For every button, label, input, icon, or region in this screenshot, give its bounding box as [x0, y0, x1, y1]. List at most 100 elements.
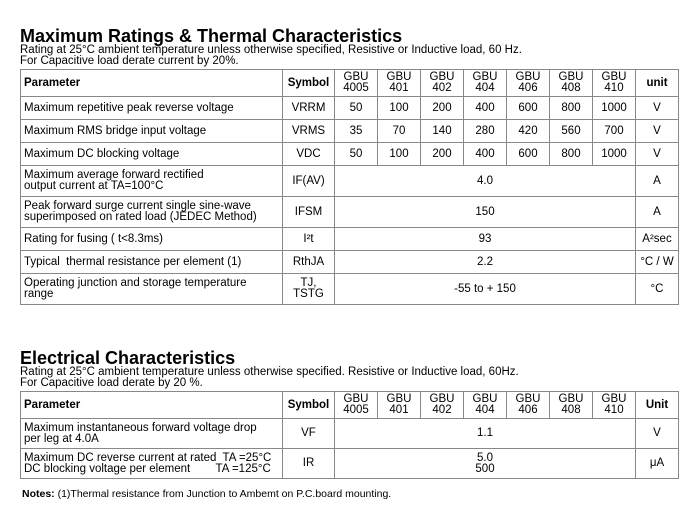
text-line: 402 [432, 404, 452, 416]
spec-table: Parameter Symbol GBU 4005 GBU 401 GBU 402 GBU 404… [20, 391, 679, 479]
value-cell: 5.0 500 [334, 448, 636, 479]
value-cell: 700 [592, 119, 636, 143]
value-cell: 1000 [592, 96, 636, 120]
text-line: 408 [561, 82, 581, 94]
table-row: Maximum DC reverse current at rated TA =… [20, 448, 679, 479]
table-row: Typical thermal resistance per element (… [20, 250, 679, 274]
symbol-cell: VRMS [282, 119, 335, 143]
text-line: per leg at 4.0A [24, 432, 99, 445]
unit-cell: A [635, 165, 679, 197]
parameter-cell: Maximum RMS bridge input voltage [20, 119, 283, 143]
unit-cell: °C [635, 273, 679, 305]
text-line: IFSM [294, 205, 323, 218]
model-header: GBU 4005 [334, 391, 378, 419]
text-line: VDC [296, 147, 321, 160]
text-line: 401 [389, 82, 409, 94]
value-cell: 600 [506, 142, 550, 166]
text-line: DC blocking voltage per element TA =125°… [24, 462, 271, 475]
model-header: GBU 402 [420, 391, 464, 419]
symbol-cell: VF [282, 418, 335, 449]
model-header: GBU 406 [506, 391, 550, 419]
header-row: Parameter Symbol GBU 4005 GBU 401 GBU 402 GBU 404… [20, 69, 679, 97]
text-line: superimposed on rated load (JEDEC Method… [24, 211, 257, 223]
footnote-text: (1)Thermal resistance from Junction to A… [54, 488, 392, 500]
section-note: For Capacitive load derate current by 20… [20, 55, 239, 67]
table-row: Operating junction and storage temperatu… [20, 273, 679, 305]
model-header: GBU 401 [377, 391, 421, 419]
parameter-cell: Maximum instantaneous forward voltage dr… [20, 418, 283, 449]
header-row: Parameter Symbol GBU 4005 GBU 401 GBU 402 GBU 404… [20, 391, 679, 419]
value-cell: 140 [420, 119, 464, 143]
value-cell: 600 [506, 96, 550, 120]
text-line: 1.1 [477, 427, 493, 439]
text-line: Operating junction and storage temperatu… [24, 277, 247, 289]
text-line: VRRM [291, 101, 326, 114]
model-header: GBU 408 [549, 391, 593, 419]
text-line: Maximum instantaneous forward voltage dr… [24, 421, 257, 434]
text-line: 5.0 [477, 451, 493, 464]
ratings-section: Maximum Ratings & Thermal Characteristic… [20, 27, 679, 305]
text-line: 406 [518, 404, 538, 416]
symbol-cell: VDC [282, 142, 335, 166]
footnote-label: Notes: [22, 488, 55, 500]
model-header: GBU 402 [420, 69, 464, 97]
text-line: GBU [429, 393, 455, 405]
section-title: Electrical Characteristics [20, 348, 236, 368]
parameter-header: Parameter [20, 69, 283, 97]
model-header: GBU 406 [506, 69, 550, 97]
text-line: 404 [475, 82, 495, 94]
parameter-cell: Maximum DC blocking voltage [20, 142, 283, 166]
model-header: GBU 404 [463, 69, 507, 97]
parameter-cell: Maximum average forward rectified output … [20, 165, 283, 197]
unit-cell: °C / W [635, 250, 679, 274]
footnote: Notes: (1)Thermal resistance from Juncti… [22, 488, 391, 500]
value-cell: 800 [549, 142, 593, 166]
unit-cell: A [635, 196, 679, 228]
value-cell: -55 to + 150 [334, 273, 636, 305]
value-cell: 150 [334, 196, 636, 228]
symbol-cell: IR [282, 448, 335, 479]
symbol-cell: IFSM [282, 196, 335, 228]
unit-cell: V [635, 418, 679, 449]
text-line: GBU [429, 71, 455, 83]
unit-cell: V [635, 119, 679, 143]
value-cell: 35 [334, 119, 378, 143]
value-cell: 420 [506, 119, 550, 143]
text-line: GBU [515, 71, 541, 83]
text-line: Maximum average forward rectified [24, 169, 204, 181]
value-cell: 2.2 [334, 250, 636, 274]
value-cell: 50 [334, 142, 378, 166]
unit-cell: μA [635, 448, 679, 479]
parameter-cell: Peak forward surge current single sine-w… [20, 196, 283, 228]
table-row: Maximum RMS bridge input voltage VRMS 35 70… [20, 119, 679, 143]
value-cell: 100 [377, 96, 421, 120]
text-line: TSTG [293, 288, 324, 300]
symbol-cell: I²t [282, 227, 335, 251]
symbol-cell: RthJA [282, 250, 335, 274]
text-line: VF [301, 427, 316, 439]
parameter-cell: Rating for fusing ( t<8.3ms) [20, 227, 283, 251]
text-line: Rating for fusing ( t<8.3ms) [24, 232, 164, 245]
text-line: 402 [432, 82, 452, 94]
value-cell: 800 [549, 96, 593, 120]
unit-header: unit [635, 69, 679, 97]
text-line: TJ, [300, 277, 317, 289]
parameter-cell: Operating junction and storage temperatu… [20, 273, 283, 305]
value-cell: 93 [334, 227, 636, 251]
table-row: Maximum repetitive peak reverse voltage V… [20, 96, 679, 120]
text-line: GBU [472, 393, 498, 405]
value-cell: 50 [334, 96, 378, 120]
text-line: 410 [604, 404, 624, 416]
symbol-cell: IF(AV) [282, 165, 335, 197]
table-row: Rating for fusing ( t<8.3ms) I²t 93 A²sec [20, 227, 679, 251]
text-line: 406 [518, 82, 538, 94]
text-line: 2.2 [477, 255, 493, 268]
text-line: Maximum DC reverse current at rated TA =… [24, 451, 272, 464]
text-line: RthJA [292, 255, 325, 268]
value-cell: 100 [377, 142, 421, 166]
spec-table: Parameter Symbol GBU 4005 GBU 401 GBU 402 GBU 404… [20, 69, 679, 305]
unit-cell: A²sec [635, 227, 679, 251]
text-line: Maximum repetitive peak reverse voltage [24, 101, 234, 114]
value-cell: 4.0 [334, 165, 636, 197]
